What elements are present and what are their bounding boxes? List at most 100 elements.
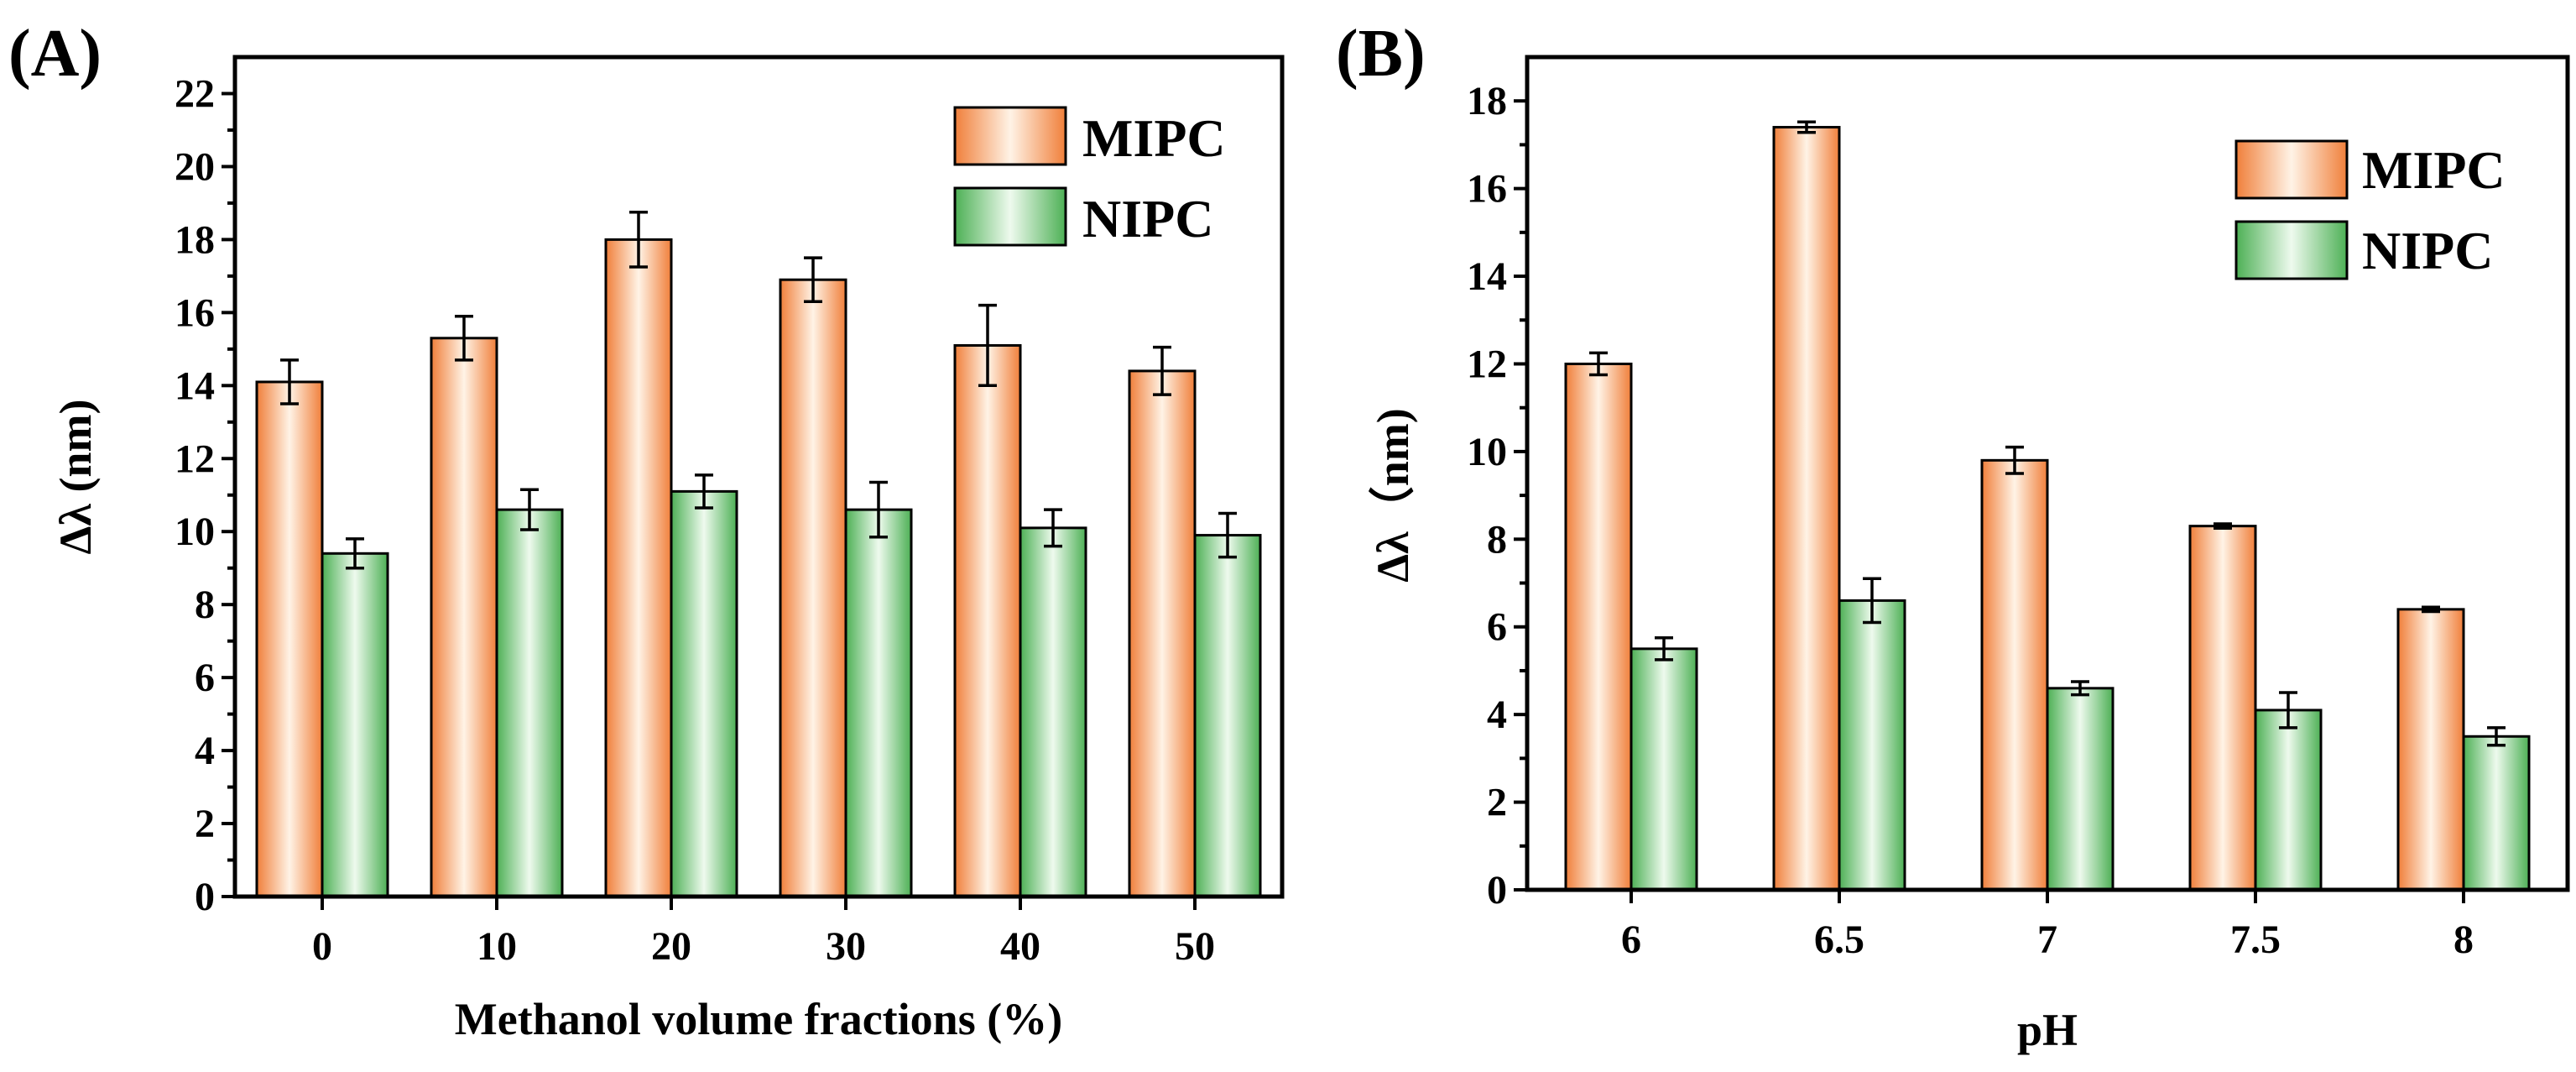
panel-a-legend-swatch-mipc <box>953 106 1067 166</box>
panel-b-y-tick-label: 14 <box>1467 254 1507 299</box>
panel-b-error-bar-mipc <box>1797 120 1816 134</box>
panel-b-bar-nipc <box>1838 599 1906 892</box>
panel-a-bar-mipc <box>779 278 847 898</box>
panel-a-error-bar-mipc <box>455 314 473 362</box>
panel-b-bar-nipc <box>2462 735 2531 892</box>
panel-b-y-tick-label: 4 <box>1487 693 1507 737</box>
panel-b-y-tick-label: 16 <box>1467 167 1507 212</box>
panel-a-error-bar-nipc <box>1218 511 1237 559</box>
panel-a-x-tick-label: 50 <box>1175 924 1215 969</box>
panel-a-bar-nipc <box>1019 526 1087 898</box>
panel-a-legend-swatch-nipc <box>953 186 1067 247</box>
panel-b-label: (B) <box>1336 17 1426 91</box>
panel-a-y-tick-label: 2 <box>195 802 215 846</box>
panel-a-error-bar-nipc <box>1044 508 1062 548</box>
panel-a-y-tick-label: 8 <box>195 583 215 627</box>
panel-a-y-tick-label: 4 <box>195 729 215 773</box>
panel-b-plot-frame <box>1525 55 2570 892</box>
panel-a-x-axis-title: Methanol volume fractions (%) <box>455 994 1062 1044</box>
panel-b-y-tick-label: 0 <box>1487 868 1507 913</box>
panel-b-error-bar-nipc <box>1655 636 1673 662</box>
panel-a-y-tick-label: 0 <box>195 875 215 919</box>
panel-a-y-tick-label: 10 <box>175 510 215 554</box>
panel-a-error-bar-mipc <box>804 256 822 304</box>
panel-a-error-bar-nipc <box>520 488 539 531</box>
panel-a-chart: (A) 0 2 4 6 8 10 12 14 16 18 20 22 0 10 20 30 40 50 Meth… <box>8 17 1285 1044</box>
panel-b-legend-swatch-nipc <box>2234 220 2349 280</box>
panel-a-y-tick-label: 20 <box>175 144 215 189</box>
panel-b-error-bar-mipc <box>2422 605 2440 614</box>
panel-b-x-tick-label: 8 <box>2453 918 2474 962</box>
panel-a-error-bar-mipc <box>1153 345 1171 396</box>
panel-a-error-bar-nipc <box>695 473 713 510</box>
panel-a-x-tick-label: 0 <box>312 924 332 969</box>
panel-b-error-bar-nipc <box>2071 680 2089 697</box>
panel-b-legend-label-nipc: NIPC <box>2362 221 2493 280</box>
panel-a-bar-mipc <box>430 337 498 898</box>
panel-a-bar-mipc <box>604 238 673 898</box>
panel-a-x-tick-label: 20 <box>651 924 691 969</box>
panel-a-label: (A) <box>8 17 102 91</box>
panel-a-x-tick-label: 30 <box>826 924 866 969</box>
panel-a-x-tick-label: 10 <box>477 924 517 969</box>
panel-b-bar-mipc <box>1564 362 1633 892</box>
panel-b-x-tick-label: 7.5 <box>2230 918 2281 962</box>
panel-b-bar-mipc <box>2396 608 2465 892</box>
panel-b-bar-mipc <box>1772 126 1841 892</box>
panel-b-y-tick-label: 8 <box>1487 517 1507 562</box>
panel-b-y-tick-label: 6 <box>1487 605 1507 650</box>
panel-a-legend: MIPC NIPC <box>953 106 1226 248</box>
panel-a-error-bar-nipc <box>869 480 888 539</box>
panel-a-error-bar-mipc <box>280 358 299 405</box>
panel-a-bar-mipc <box>953 343 1022 898</box>
panel-b-x-tick-label: 6 <box>1621 918 1641 962</box>
panel-a-error-bar-mipc <box>978 303 997 388</box>
panel-b-bar-mipc <box>2188 525 2257 892</box>
panel-b-error-bar-mipc <box>1589 351 1608 377</box>
panel-a-bar-nipc <box>670 489 738 898</box>
panel-b-x-axis: 6 6.5 7 7.5 8 <box>1621 890 2474 962</box>
panel-b-bar-nipc <box>2254 709 2323 892</box>
panel-b-x-tick-label: 6.5 <box>1814 918 1864 962</box>
panel-a-bar-mipc <box>1128 369 1197 898</box>
panel-a-bar-nipc <box>1193 534 1262 898</box>
panel-a-x-axis: 0 10 20 30 40 50 <box>312 897 1215 969</box>
panel-a-legend-label-nipc: NIPC <box>1082 189 1213 248</box>
panel-a-y-tick-label: 14 <box>175 363 215 408</box>
panel-a-bar-nipc <box>844 508 913 898</box>
panel-a-error-bar-mipc <box>629 211 648 269</box>
panel-b-error-bar-nipc <box>2487 726 2506 747</box>
panel-b-bars <box>1564 120 2531 892</box>
panel-b-y-tick-label: 18 <box>1467 79 1507 123</box>
panel-b-x-tick-label: 7 <box>2037 918 2057 962</box>
panel-a-y-tick-label: 16 <box>175 290 215 335</box>
panel-a-bar-nipc <box>321 552 389 898</box>
panel-b-y-tick-label: 10 <box>1467 430 1507 474</box>
panel-b-x-axis-title: pH <box>2017 1005 2078 1055</box>
panel-b-bar-nipc <box>1630 647 1698 892</box>
panel-b-y-tick-label: 12 <box>1467 342 1507 386</box>
panel-a-y-tick-label: 22 <box>175 71 215 116</box>
panel-b-y-axis: 0 2 4 6 8 10 12 14 16 18 <box>1467 79 1527 913</box>
panel-a-error-bar-nipc <box>346 537 364 570</box>
panel-a-y-tick-label: 18 <box>175 217 215 262</box>
panel-b-bar-nipc <box>2046 687 2115 892</box>
panel-b-y-axis-title: Δλ（nm) <box>1368 408 1418 582</box>
panel-a-legend-label-mipc: MIPC <box>1082 108 1226 168</box>
panel-a-y-axis-title: Δλ (nm) <box>50 400 101 555</box>
panel-a-x-tick-label: 40 <box>1000 924 1040 969</box>
panel-b-error-bar-nipc <box>2279 691 2297 729</box>
panel-b-error-bar-mipc <box>2005 445 2024 475</box>
panel-b-y-tick-label: 2 <box>1487 781 1507 825</box>
panel-a-bar-nipc <box>495 508 564 898</box>
panel-b-error-bar-mipc <box>2214 522 2232 531</box>
panel-b-error-bar-nipc <box>1863 577 1881 625</box>
panel-a-y-tick-label: 6 <box>195 656 215 700</box>
panel-b-legend-swatch-mipc <box>2234 139 2349 200</box>
panel-b-legend: MIPC NIPC <box>2234 139 2506 280</box>
panel-a-bars <box>255 211 1262 898</box>
panel-a-y-axis: 0 2 4 6 8 10 12 14 16 18 20 22 <box>175 71 235 919</box>
panel-b-legend-label-mipc: MIPC <box>2362 140 2506 200</box>
